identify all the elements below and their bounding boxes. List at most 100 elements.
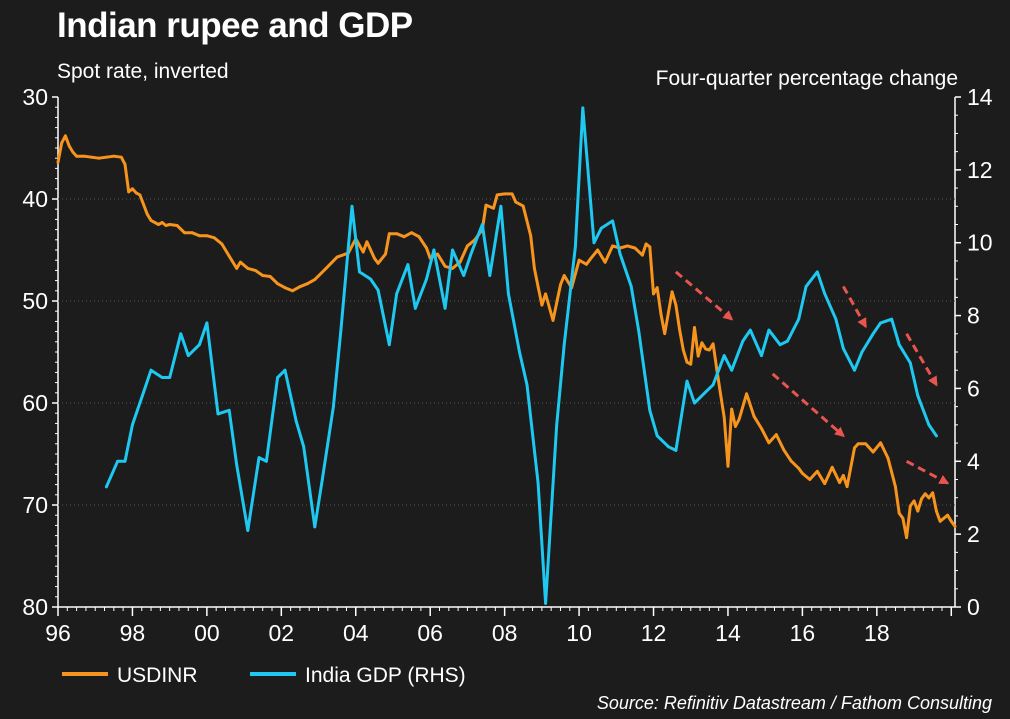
data-point-india-gdp-rhs (853, 368, 856, 372)
data-point-india-gdp-rhs (432, 248, 436, 252)
right-tick-label: 6 (967, 375, 980, 401)
data-point-usdinr (97, 156, 101, 160)
data-point-usdinr (283, 286, 287, 290)
data-point-india-gdp-rhs (313, 525, 317, 529)
data-point-india-gdp-rhs (413, 306, 417, 310)
data-point-usdinr (871, 450, 875, 454)
data-point-usdinr (324, 267, 328, 270)
data-point-usdinr (127, 190, 131, 194)
data-point-usdinr (71, 150, 75, 154)
data-point-usdinr (198, 234, 201, 238)
left-axis-label: Spot rate, inverted (57, 60, 229, 83)
data-point-india-gdp-rhs (823, 292, 827, 296)
data-point-usdinr (678, 328, 681, 331)
data-point-usdinr (56, 160, 60, 164)
x-tick-label: 00 (194, 620, 220, 646)
data-point-usdinr (894, 485, 897, 488)
data-point-usdinr (603, 260, 607, 264)
legend-swatch-usdinr (62, 672, 108, 677)
right-tick-label: 4 (967, 448, 980, 474)
data-point-india-gdp-rhs (778, 343, 782, 347)
data-point-india-gdp-rhs (186, 354, 190, 357)
data-point-india-gdp-rhs (581, 106, 585, 110)
data-point-usdinr (774, 433, 778, 436)
data-point-usdinr (64, 134, 67, 138)
series-line-india-gdp-rhs (104, 106, 938, 605)
data-point-usdinr (711, 342, 715, 346)
data-point-usdinr (417, 235, 421, 239)
x-tick-label: 18 (864, 620, 890, 646)
data-point-usdinr (845, 485, 849, 488)
data-point-usdinr (361, 250, 365, 254)
data-point-india-gdp-rhs (767, 328, 771, 332)
data-point-usdinr (492, 206, 495, 210)
data-point-india-gdp-rhs (841, 347, 845, 350)
data-point-usdinr (395, 232, 399, 236)
data-point-usdinr (946, 513, 949, 517)
data-point-usdinr (227, 254, 231, 258)
right-tick-label: 0 (967, 594, 980, 620)
data-point-india-gdp-rhs (730, 368, 734, 372)
data-point-usdinr (745, 392, 748, 396)
data-point-usdinr (175, 224, 179, 227)
data-point-india-gdp-rhs (406, 263, 410, 266)
data-point-usdinr (90, 155, 93, 159)
data-point-india-gdp-rhs (168, 376, 172, 379)
left-tick-label: 80 (22, 594, 48, 620)
x-tick-label: 12 (641, 620, 667, 646)
data-point-usdinr (436, 252, 439, 256)
data-point-usdinr (164, 224, 168, 227)
data-point-usdinr (160, 221, 164, 224)
data-point-usdinr (927, 496, 931, 500)
source-note: Source: Refinitiv Datastream / Fathom Co… (596, 693, 992, 713)
data-point-india-gdp-rhs (358, 270, 361, 274)
data-point-india-gdp-rhs (748, 328, 752, 332)
data-point-usdinr (864, 442, 868, 446)
data-point-usdinr (700, 341, 704, 345)
data-point-india-gdp-rhs (536, 481, 540, 485)
data-point-india-gdp-rhs (369, 277, 372, 281)
data-point-india-gdp-rhs (648, 408, 652, 412)
data-point-india-gdp-rhs (518, 350, 521, 354)
data-point-india-gdp-rhs (722, 354, 726, 357)
data-point-usdinr (596, 248, 600, 252)
data-point-usdinr (562, 274, 566, 277)
data-point-usdinr (60, 141, 64, 145)
data-point-india-gdp-rhs (302, 445, 306, 449)
data-point-usdinr (908, 504, 912, 508)
data-point-usdinr (105, 155, 108, 159)
data-point-india-gdp-rhs (507, 292, 510, 296)
data-point-india-gdp-rhs (488, 274, 492, 277)
data-point-india-gdp-rhs (544, 602, 547, 605)
data-point-india-gdp-rhs (871, 332, 875, 336)
data-point-usdinr (901, 516, 905, 520)
x-tick-label: 96 (45, 620, 71, 646)
data-point-india-gdp-rhs (149, 368, 153, 372)
data-point-india-gdp-rhs (741, 339, 745, 343)
series-group (56, 106, 957, 605)
data-point-usdinr (466, 244, 469, 248)
data-point-usdinr (451, 267, 454, 270)
data-point-india-gdp-rhs (451, 248, 454, 252)
data-point-india-gdp-rhs (216, 412, 220, 416)
x-tick-label: 10 (566, 620, 592, 646)
data-point-india-gdp-rhs (227, 408, 231, 412)
dashed-arrow-annotation (842, 285, 867, 329)
data-point-usdinr (134, 191, 138, 195)
data-point-india-gdp-rhs (131, 423, 134, 427)
data-point-india-gdp-rhs (294, 419, 298, 423)
data-point-usdinr (719, 392, 722, 396)
data-point-usdinr (521, 204, 525, 208)
data-point-usdinr (670, 290, 674, 294)
data-point-india-gdp-rhs (629, 285, 633, 288)
right-tick-label: 12 (967, 157, 993, 183)
left-tick-label: 40 (22, 186, 48, 212)
data-point-usdinr (655, 286, 659, 290)
data-point-india-gdp-rhs (693, 401, 696, 405)
annotations (674, 270, 950, 485)
data-point-usdinr (235, 267, 239, 270)
data-point-usdinr (123, 162, 127, 166)
data-point-usdinr (168, 223, 172, 226)
